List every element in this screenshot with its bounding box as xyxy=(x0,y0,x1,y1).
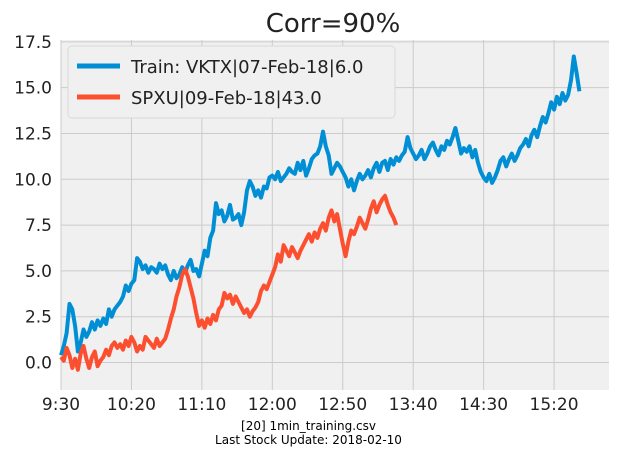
chart-title: Corr=90% xyxy=(266,9,401,39)
legend-label-train: Train: VKTX|07-Feb-18|6.0 xyxy=(130,57,363,78)
y-tick-label: 10.0 xyxy=(14,170,52,190)
x-tick-label: 11:10 xyxy=(177,395,226,415)
x-tick-label: 12:50 xyxy=(318,395,367,415)
legend-label-spxu: SPXU|09-Feb-18|43.0 xyxy=(131,88,322,109)
y-tick-label: 0.0 xyxy=(25,354,52,374)
x-axis-ticks: 9:30 10:20 11:10 12:00 12:50 13:40 14:30 15:20 xyxy=(42,395,579,415)
y-tick-label: 7.5 xyxy=(25,216,52,236)
legend: Train: VKTX|07-Feb-18|6.0 SPXU|09-Feb-18… xyxy=(67,45,396,119)
series-lines xyxy=(59,54,582,372)
series-line-train xyxy=(59,54,582,356)
y-tick-label: 5.0 xyxy=(25,262,52,282)
grid-lines xyxy=(60,40,609,390)
x-tick-label: 15:20 xyxy=(530,395,579,415)
x-tick-label: 10:20 xyxy=(107,395,156,415)
x-tick-label: 12:00 xyxy=(248,395,297,415)
footer-last-update: Last Stock Update: 2018-02-10 xyxy=(215,433,402,447)
x-tick-label: 14:30 xyxy=(459,395,508,415)
legend-box xyxy=(67,45,396,119)
series-line-spxu xyxy=(59,193,399,372)
y-tick-label: 12.5 xyxy=(14,124,52,144)
y-tick-label: 17.5 xyxy=(14,33,52,53)
x-tick-label: 9:30 xyxy=(42,395,80,415)
footer-filename: [20] 1min_training.csv xyxy=(241,419,376,433)
y-tick-label: 15.0 xyxy=(14,79,52,99)
y-tick-label: 2.5 xyxy=(25,308,52,328)
x-tick-label: 13:40 xyxy=(389,395,438,415)
y-axis-ticks: 0.0 2.5 5.0 7.5 10.0 12.5 15.0 17.5 xyxy=(14,33,52,374)
